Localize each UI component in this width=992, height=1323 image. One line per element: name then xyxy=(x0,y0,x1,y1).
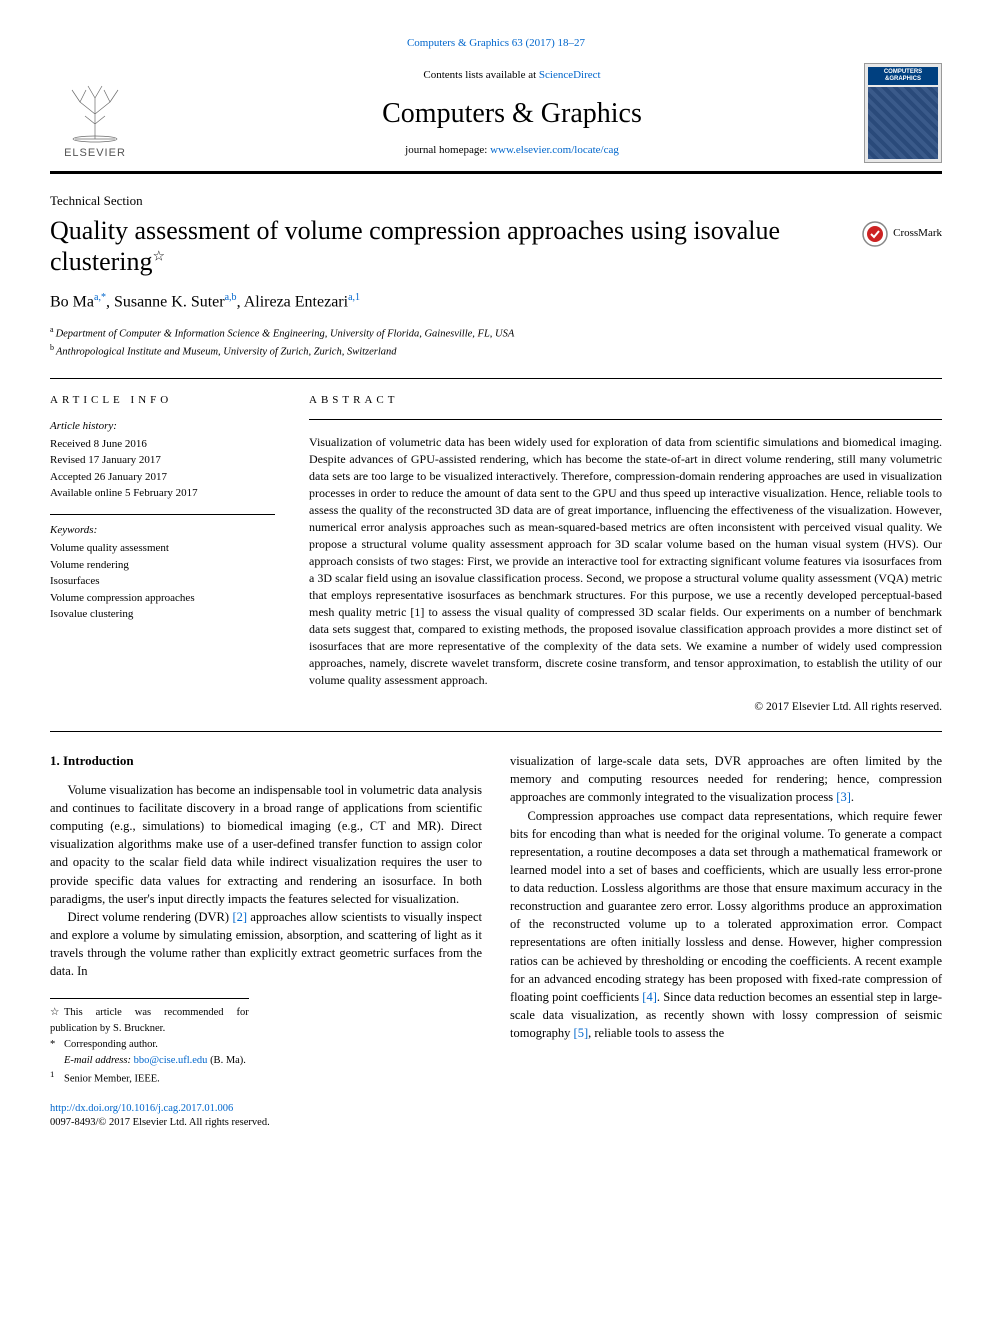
history-item: Accepted 26 January 2017 xyxy=(50,469,275,486)
body-para-2a: Direct volume rendering (DVR) xyxy=(68,910,233,924)
keyword-item: Isosurfaces xyxy=(50,573,275,590)
history-item: Available online 5 February 2017 xyxy=(50,485,275,502)
authors: Bo Maa,*, Susanne K. Sutera,b, Alireza E… xyxy=(50,291,942,314)
email-label: E-mail address: xyxy=(64,1055,134,1066)
article-title-text: Quality assessment of volume compression… xyxy=(50,216,780,276)
author-1-aff: a,* xyxy=(94,292,106,303)
abstract-text: Visualization of volumetric data has bee… xyxy=(309,434,942,689)
divider-bottom xyxy=(50,731,942,732)
history-label: Article history: xyxy=(50,419,275,434)
contents-prefix: Contents lists available at xyxy=(423,69,538,81)
title-footnote-star: ☆ xyxy=(153,249,166,264)
footnote-senior: 1Senior Member, IEEE. xyxy=(50,1068,249,1087)
article-title: Quality assessment of volume compression… xyxy=(50,215,842,277)
affiliations: aDepartment of Computer & Information Sc… xyxy=(50,324,942,361)
keyword-item: Volume rendering xyxy=(50,557,275,574)
footnote-star-text: This article was recommended for publica… xyxy=(50,1007,249,1034)
body-para-4a: Compression approaches use compact data … xyxy=(510,809,942,1004)
body-columns: 1. Introduction Volume visualization has… xyxy=(50,752,942,1087)
issn-line: 0097-8493/© 2017 Elsevier Ltd. All right… xyxy=(50,1116,942,1131)
keyword-item: Volume quality assessment xyxy=(50,540,275,557)
author-email-link[interactable]: bbo@cise.ufl.edu xyxy=(134,1055,208,1066)
body-para-3: visualization of large-scale data sets, … xyxy=(510,752,942,806)
history-item: Received 8 June 2016 xyxy=(50,436,275,453)
article-info-heading: ARTICLE INFO xyxy=(50,393,275,408)
running-citation: Computers & Graphics 63 (2017) 18–27 xyxy=(50,36,942,51)
affiliation-a-text: Department of Computer & Information Sci… xyxy=(56,328,515,339)
journal-header: ELSEVIER Contents lists available at Sci… xyxy=(50,63,942,174)
history-item: Revised 17 January 2017 xyxy=(50,452,275,469)
ref-link-3[interactable]: [3] xyxy=(836,790,851,804)
homepage-link[interactable]: www.elsevier.com/locate/cag xyxy=(490,144,619,156)
article-info-column: ARTICLE INFO Article history: Received 8… xyxy=(50,393,275,715)
header-center: Contents lists available at ScienceDirec… xyxy=(160,68,864,158)
body-para-3a: visualization of large-scale data sets, … xyxy=(510,754,942,804)
body-para-2: Direct volume rendering (DVR) [2] approa… xyxy=(50,908,482,981)
sciencedirect-link[interactable]: ScienceDirect xyxy=(539,69,601,81)
body-para-1: Volume visualization has become an indis… xyxy=(50,781,482,908)
footer: http://dx.doi.org/10.1016/j.cag.2017.01.… xyxy=(50,1102,942,1131)
ref-link-4[interactable]: [4] xyxy=(642,990,657,1004)
affiliation-b: bAnthropological Institute and Museum, U… xyxy=(50,342,942,360)
footnote-email: E-mail address: bbo@cise.ufl.edu (B. Ma)… xyxy=(50,1053,249,1069)
running-citation-link[interactable]: Computers & Graphics 63 (2017) 18–27 xyxy=(407,37,585,49)
keywords-list: Volume quality assessment Volume renderi… xyxy=(50,540,275,623)
footnote-senior-text: Senior Member, IEEE. xyxy=(64,1074,160,1085)
crossmark-icon xyxy=(862,221,888,247)
homepage-prefix: journal homepage: xyxy=(405,144,490,156)
homepage-line: journal homepage: www.elsevier.com/locat… xyxy=(160,143,864,158)
author-3: Alireza Entezari xyxy=(244,293,348,310)
journal-name: Computers & Graphics xyxy=(160,94,864,133)
publisher-name: ELSEVIER xyxy=(64,146,126,161)
footnote-corr-text: Corresponding author. xyxy=(64,1039,158,1050)
doi-link[interactable]: http://dx.doi.org/10.1016/j.cag.2017.01.… xyxy=(50,1103,233,1114)
divider-top xyxy=(50,378,942,379)
section-label: Technical Section xyxy=(50,192,942,210)
section-heading-1: 1. Introduction xyxy=(50,752,482,771)
elsevier-tree-icon xyxy=(60,74,130,144)
footnote-star: ☆This article was recommended for public… xyxy=(50,1005,249,1037)
history-list: Received 8 June 2016 Revised 17 January … xyxy=(50,436,275,502)
copyright-line: © 2017 Elsevier Ltd. All rights reserved… xyxy=(309,699,942,715)
title-row: Quality assessment of volume compression… xyxy=(50,215,942,291)
publisher-logo: ELSEVIER xyxy=(50,66,140,161)
author-2: Susanne K. Suter xyxy=(114,293,225,310)
author-3-aff: a,1 xyxy=(348,292,360,303)
contents-line: Contents lists available at ScienceDirec… xyxy=(160,68,864,83)
body-para-4c: , reliable tools to assess the xyxy=(588,1026,724,1040)
cover-body-graphic xyxy=(868,87,938,160)
meta-abstract-row: ARTICLE INFO Article history: Received 8… xyxy=(50,393,942,715)
affiliation-b-text: Anthropological Institute and Museum, Un… xyxy=(56,346,397,357)
abstract-rule xyxy=(309,419,942,420)
crossmark-label: CrossMark xyxy=(893,226,942,241)
affiliation-a: aDepartment of Computer & Information Sc… xyxy=(50,324,942,342)
abstract-column: ABSTRACT Visualization of volumetric dat… xyxy=(309,393,942,715)
footnotes: ☆This article was recommended for public… xyxy=(50,998,249,1087)
author-1: Bo Ma xyxy=(50,293,94,310)
ref-link-5[interactable]: [5] xyxy=(574,1026,589,1040)
crossmark-badge[interactable]: CrossMark xyxy=(862,221,942,247)
email-who: (B. Ma). xyxy=(207,1055,246,1066)
ref-link-2[interactable]: [2] xyxy=(232,910,247,924)
abstract-heading: ABSTRACT xyxy=(309,393,942,408)
keyword-item: Isovalue clustering xyxy=(50,606,275,623)
footnote-corr: *Corresponding author. xyxy=(50,1037,249,1053)
author-2-aff: a,b xyxy=(225,292,237,303)
body-para-3b: . xyxy=(851,790,854,804)
journal-cover-thumbnail: COMPUTERS &GRAPHICS xyxy=(864,63,942,163)
cover-title-bar: COMPUTERS &GRAPHICS xyxy=(868,67,938,84)
body-para-4: Compression approaches use compact data … xyxy=(510,807,942,1043)
keywords-label: Keywords: xyxy=(50,514,275,538)
keyword-item: Volume compression approaches xyxy=(50,590,275,607)
